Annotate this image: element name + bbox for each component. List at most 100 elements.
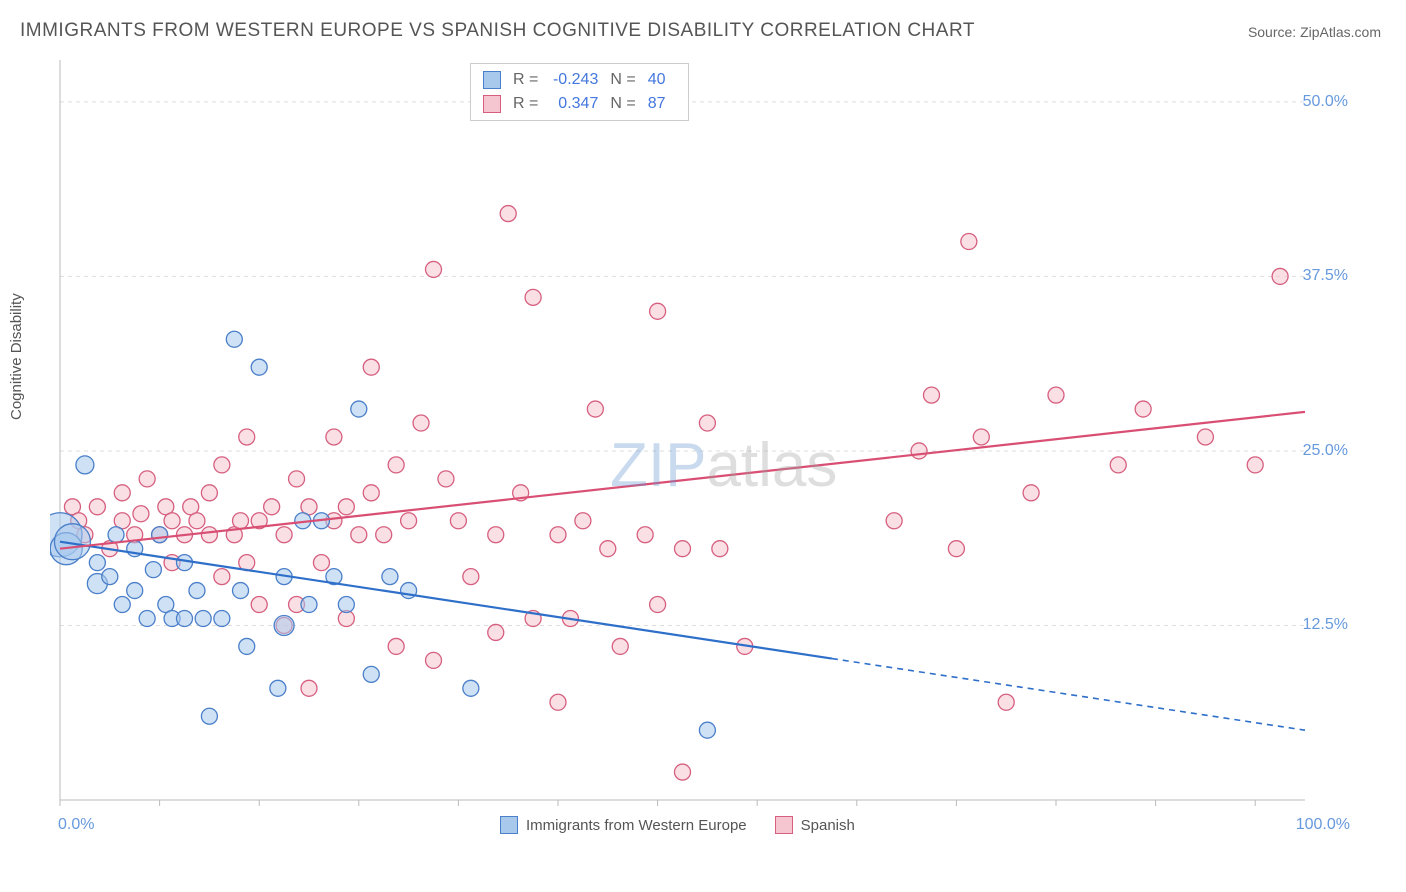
bubble — [239, 638, 255, 654]
x-tick-label: 100.0% — [1296, 816, 1350, 834]
bubble — [363, 666, 379, 682]
n-label: N = — [610, 68, 635, 92]
chart-title: IMMIGRANTS FROM WESTERN EUROPE VS SPANIS… — [20, 20, 975, 42]
trend-line-blue — [60, 542, 832, 659]
source-label: Source: ZipAtlas.com — [1248, 24, 1381, 40]
bubble — [388, 638, 404, 654]
bubble — [313, 555, 329, 571]
bubble — [145, 562, 161, 578]
swatch-pink-icon — [775, 816, 793, 834]
bubble — [276, 527, 292, 543]
bubble — [214, 457, 230, 473]
bubble — [911, 443, 927, 459]
bubble — [338, 597, 354, 613]
bubble — [600, 541, 616, 557]
bubble — [274, 615, 294, 635]
bubble — [1048, 387, 1064, 403]
n-value-blue: 40 — [648, 68, 676, 92]
bubble — [1272, 268, 1288, 284]
r-label: R = — [513, 68, 538, 92]
bubble — [463, 680, 479, 696]
bubble — [426, 652, 442, 668]
r-label: R = — [513, 92, 538, 116]
bubble — [1023, 485, 1039, 501]
bubble — [214, 569, 230, 585]
bubble — [270, 680, 286, 696]
bubble — [413, 415, 429, 431]
bubble — [114, 485, 130, 501]
stats-row-blue: R = -0.243 N = 40 — [483, 68, 676, 92]
bubble — [500, 206, 516, 222]
bubble — [1135, 401, 1151, 417]
bubble — [301, 680, 317, 696]
bubble — [152, 527, 168, 543]
bubble — [164, 513, 180, 529]
bubble — [127, 583, 143, 599]
swatch-pink-icon — [483, 95, 501, 113]
bubble — [89, 555, 105, 571]
bubble — [351, 527, 367, 543]
bubble — [189, 513, 205, 529]
bubble — [351, 401, 367, 417]
bubble — [488, 527, 504, 543]
bubble — [76, 456, 94, 474]
bubble — [338, 499, 354, 515]
bubble — [301, 597, 317, 613]
bubble — [961, 234, 977, 250]
legend: Immigrants from Western Europe Spanish — [500, 816, 855, 834]
bubble — [251, 597, 267, 613]
bubble — [214, 610, 230, 626]
bubble — [1197, 429, 1213, 445]
bubble — [637, 527, 653, 543]
scatter-plot — [50, 60, 1360, 840]
y-tick-label: 37.5% — [1303, 267, 1348, 285]
legend-item-blue: Immigrants from Western Europe — [500, 816, 747, 834]
bubble — [189, 583, 205, 599]
stats-box: R = -0.243 N = 40 R = 0.347 N = 87 — [470, 63, 689, 121]
legend-label-pink: Spanish — [801, 817, 855, 834]
bubble — [998, 694, 1014, 710]
bubble — [233, 513, 249, 529]
bubble — [233, 583, 249, 599]
stats-row-pink: R = 0.347 N = 87 — [483, 92, 676, 116]
bubble — [426, 261, 442, 277]
y-tick-label: 25.0% — [1303, 442, 1348, 460]
bubble — [289, 471, 305, 487]
bubble — [550, 694, 566, 710]
bubble — [575, 513, 591, 529]
bubble — [177, 610, 193, 626]
bubble — [650, 303, 666, 319]
bubble — [525, 289, 541, 305]
bubble — [650, 597, 666, 613]
bubble — [326, 429, 342, 445]
bubble — [264, 499, 280, 515]
bubble — [226, 331, 242, 347]
y-tick-label: 50.0% — [1303, 93, 1348, 111]
bubble — [363, 485, 379, 501]
bubble — [1110, 457, 1126, 473]
bubble — [488, 624, 504, 640]
bubble — [89, 499, 105, 515]
n-value-pink: 87 — [648, 92, 676, 116]
bubble — [102, 569, 118, 585]
bubble — [195, 610, 211, 626]
bubble — [463, 569, 479, 585]
bubble — [699, 722, 715, 738]
chart-area: ZIPatlas R = -0.243 N = 40 R = 0.347 N =… — [50, 60, 1360, 840]
r-value-pink: 0.347 — [546, 92, 598, 116]
bubble — [438, 471, 454, 487]
y-tick-label: 12.5% — [1303, 616, 1348, 634]
bubble — [450, 513, 466, 529]
bubble — [54, 524, 90, 560]
bubble — [363, 359, 379, 375]
bubble — [973, 429, 989, 445]
bubble — [139, 471, 155, 487]
bubble — [251, 359, 267, 375]
bubble — [388, 457, 404, 473]
r-value-blue: -0.243 — [546, 68, 598, 92]
bubble — [139, 610, 155, 626]
bubble — [114, 597, 130, 613]
swatch-blue-icon — [483, 71, 501, 89]
bubble — [886, 513, 902, 529]
bubble — [550, 527, 566, 543]
